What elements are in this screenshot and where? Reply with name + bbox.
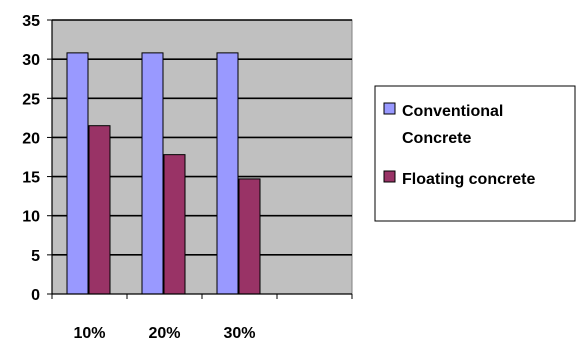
x-tick-label: 30% xyxy=(223,325,255,340)
y-tick-label: 35 xyxy=(22,13,40,30)
legend-label-conventional-line1: Conventional xyxy=(402,103,503,120)
bar-floating xyxy=(238,178,261,295)
bars xyxy=(66,52,261,295)
legend-swatch-conventional xyxy=(383,102,396,115)
y-tick-label: 10 xyxy=(22,209,40,226)
y-tick-label: 30 xyxy=(22,52,40,69)
bar-conventional xyxy=(66,52,89,295)
y-tick-label: 25 xyxy=(22,91,40,108)
y-tick-label: 20 xyxy=(22,130,40,147)
bar-floating xyxy=(88,125,111,295)
x-tick-label: 20% xyxy=(148,325,180,340)
y-tick-label: 0 xyxy=(31,287,40,304)
bar-conventional xyxy=(141,52,164,295)
legend-label-conventional-line2: Concrete xyxy=(402,130,471,147)
y-tick-label: 15 xyxy=(22,170,40,187)
y-axis-ticks: 0 5 10 15 20 25 30 35 xyxy=(22,13,52,304)
x-axis-ticks: 10% 20% 30% xyxy=(51,294,353,340)
y-tick-label: 5 xyxy=(31,248,40,265)
legend-label-floating: Floating concrete xyxy=(402,171,535,188)
bar-conventional xyxy=(216,52,239,295)
bar-floating xyxy=(163,154,186,295)
legend: Conventional Concrete Floating concrete xyxy=(374,85,576,222)
legend-swatch-floating xyxy=(383,170,396,183)
legend-box xyxy=(374,85,576,222)
x-tick-label: 10% xyxy=(73,325,105,340)
